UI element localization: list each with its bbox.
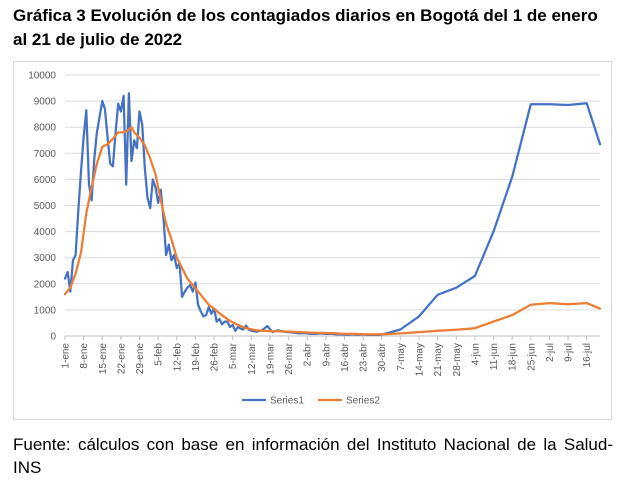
x-tick-label: 22-ene xyxy=(116,343,127,375)
y-tick-label: 3000 xyxy=(34,253,57,264)
x-tick-label: 21-may xyxy=(433,343,444,376)
x-tick-label: 12-feb xyxy=(172,343,183,372)
y-tick-label: 8000 xyxy=(34,123,57,134)
x-tick-label: 28-may xyxy=(452,343,463,376)
x-tick-label: 30-abr xyxy=(377,342,388,372)
x-tick-label: 14-may xyxy=(415,343,426,376)
y-tick-label: 1000 xyxy=(34,305,57,316)
x-tick-label: 19-feb xyxy=(191,343,202,372)
x-tick-label: 26-feb xyxy=(210,343,221,372)
chart-container xyxy=(13,61,612,420)
x-tick-label: 8-ene xyxy=(79,343,90,369)
line-chart: 0 1000 2000 3000 4000 5000 6000 7000 8000 9000 100… xyxy=(28,71,602,407)
x-tick-label: 16-jul xyxy=(582,343,593,367)
legend-label-series1: Series1 xyxy=(270,396,304,407)
x-tick-label: 7-may xyxy=(396,343,407,371)
x-tick-label: 1-ene xyxy=(61,343,72,369)
x-tick-label: 12-mar xyxy=(247,342,258,374)
y-tick-label: 2000 xyxy=(34,279,57,290)
y-tick-label: 9000 xyxy=(34,97,57,108)
x-tick-label: 25-jun xyxy=(526,343,537,371)
x-tick-label: 15-ene xyxy=(98,343,109,375)
x-tick-label: 18-jun xyxy=(508,343,519,371)
x-tick-label: 2-abr xyxy=(303,342,314,366)
x-tick-label: 26-mar xyxy=(284,342,295,374)
x-tick-label: 16-abr xyxy=(340,342,351,372)
x-tick-label: 9-abr xyxy=(321,342,332,366)
y-tick-label: 5000 xyxy=(34,201,57,212)
series-line-series1 xyxy=(63,92,602,337)
x-tick-label: 29-ene xyxy=(135,343,146,375)
legend-label-series2: Series2 xyxy=(346,396,380,407)
source-note: Fuente: cálculos con base en información… xyxy=(13,435,613,477)
y-tick-label: 7000 xyxy=(34,149,57,160)
y-tick-label: 6000 xyxy=(34,175,57,186)
x-tick-label: 5-mar xyxy=(228,342,239,369)
x-tick-label: 19-mar xyxy=(265,342,276,374)
x-tick-label: 9-jul xyxy=(564,343,575,362)
series-line-series2 xyxy=(63,126,602,336)
y-tick-label: 4000 xyxy=(34,227,57,238)
y-tick-label: 0 xyxy=(50,332,56,343)
x-tick-label: 11-jun xyxy=(489,343,500,370)
x-tick-label: 2-jul xyxy=(545,343,556,362)
chart-title: Gráfica 3 Evolución de los contagiados d… xyxy=(13,6,598,49)
x-tick-label: 5-feb xyxy=(154,343,165,366)
x-tick-label: 23-abr xyxy=(359,342,370,372)
x-tick-label: 4-jun xyxy=(470,343,481,365)
y-tick-label: 10000 xyxy=(28,71,56,82)
